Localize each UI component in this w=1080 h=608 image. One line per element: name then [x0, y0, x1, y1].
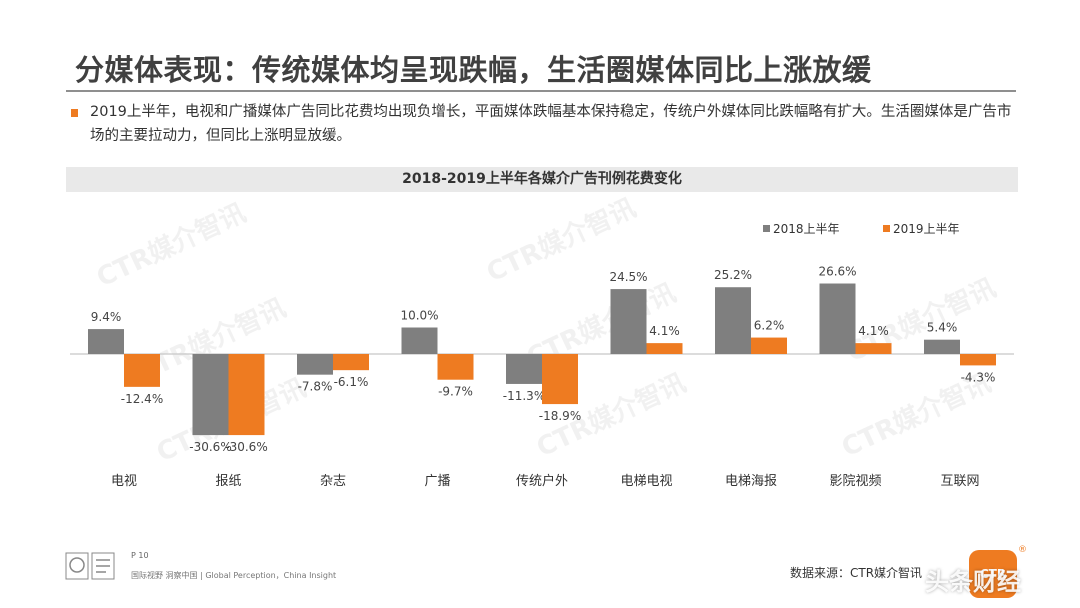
data-label-2018: 24.5% — [609, 270, 647, 284]
category-label: 报纸 — [215, 474, 241, 489]
bar-2018 — [192, 354, 229, 436]
data-label-2019: 4.1% — [649, 324, 680, 338]
bar-2018 — [819, 283, 856, 354]
bar-2019 — [542, 354, 578, 405]
ctr-logo: CTR — [969, 550, 1017, 598]
data-label-2019: -12.4% — [121, 392, 163, 406]
category-label: 电视 — [111, 474, 137, 489]
data-label-2018: 9.4% — [91, 310, 122, 324]
category-label: 电梯电视 — [620, 474, 672, 489]
data-label-2018: -7.8% — [298, 380, 333, 394]
category-label: 影院视频 — [829, 474, 881, 489]
bar-2018 — [88, 329, 124, 354]
data-source: 数据来源：CTR媒介智讯 — [790, 566, 923, 580]
registered-mark: ® — [1018, 545, 1027, 555]
category-label: 广播 — [424, 474, 450, 489]
category-label: 杂志 — [320, 474, 346, 489]
data-label-2019: -9.7% — [438, 385, 473, 399]
certification-badges-icon — [65, 552, 115, 580]
bar-2019 — [333, 354, 369, 371]
data-label-2018: 25.2% — [714, 268, 752, 282]
data-label-2018: -11.3% — [503, 389, 545, 403]
page-title: 分媒体表现：传统媒体均呈现跌幅，生活圈媒体同比上涨放缓 — [75, 53, 872, 87]
bar-2018 — [715, 287, 751, 354]
data-label-2019: -6.1% — [334, 375, 369, 389]
legend-swatch — [883, 225, 890, 232]
description-text: 2019上半年，电视和广播媒体广告同比花费均出现负增长，平面媒体跌幅基本保持稳定… — [90, 104, 1012, 144]
bar-2018 — [297, 354, 333, 375]
page-number: P 10 — [131, 551, 149, 560]
bar-2018 — [924, 339, 960, 354]
data-label-2018: 26.6% — [818, 265, 856, 279]
data-label-2019: 4.1% — [858, 324, 889, 338]
category-label: 传统户外 — [516, 473, 568, 489]
data-label-2018: -30.6% — [189, 440, 231, 454]
legend-label: 2018上半年 — [773, 222, 840, 236]
footer-tagline: 国际视野 洞察中国 | Global Perception，China Insi… — [131, 571, 337, 580]
bar-2019 — [228, 354, 265, 436]
bar-2018 — [506, 354, 542, 384]
bullet-square-icon — [71, 109, 78, 117]
bar-2019 — [855, 343, 892, 354]
bar-2019 — [437, 354, 474, 380]
data-label-2018: 5.4% — [927, 321, 958, 335]
title-divider — [66, 90, 1016, 92]
data-label-2019: 6.2% — [754, 319, 785, 333]
legend-label: 2019上半年 — [893, 222, 960, 236]
category-label: 互联网 — [940, 474, 979, 489]
bar-2018 — [610, 289, 647, 354]
data-label-2018: 10.0% — [400, 309, 438, 323]
chart-title: 2018-2019上半年各媒介广告刊例花费变化 — [66, 167, 1018, 192]
data-label-2019: -30.6% — [225, 440, 267, 454]
data-label-2019: -18.9% — [539, 409, 581, 423]
data-label-2019: -4.3% — [961, 370, 996, 384]
bar-2018 — [401, 327, 438, 354]
legend-swatch — [763, 225, 770, 232]
bar-2019 — [646, 343, 683, 354]
category-label: 电梯海报 — [725, 474, 777, 489]
bar-2019 — [751, 337, 787, 354]
overlay-caption: 头条财经 — [925, 568, 1021, 596]
bar-2019 — [960, 354, 996, 366]
bar-2019 — [124, 354, 160, 387]
